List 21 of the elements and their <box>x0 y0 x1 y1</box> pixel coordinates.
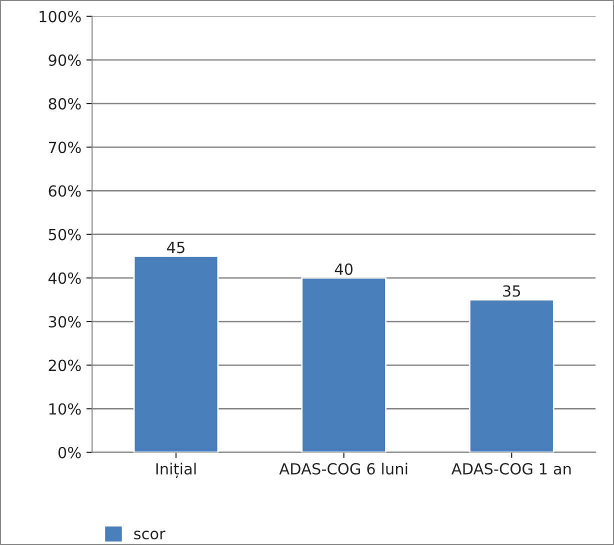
y-tick-label: 90% <box>48 54 81 66</box>
x-tick-label: ADAS-COG 6 luni <box>279 462 408 475</box>
data-label: 40 <box>334 263 353 275</box>
y-tick-label: 100% <box>40 10 81 22</box>
data-label: 45 <box>167 242 184 254</box>
y-tick-label: 60% <box>48 185 81 197</box>
y-tick-label: 50% <box>48 228 81 240</box>
y-tick-label: 20% <box>48 360 81 372</box>
legend-label: scor <box>134 530 166 540</box>
x-tick-label: ADAS-COG 1 an <box>451 463 571 475</box>
y-tick-label: 0% <box>58 446 81 458</box>
data-label: 35 <box>503 285 520 297</box>
x-tick-label: Inițial <box>156 462 196 478</box>
y-tick-label: 30% <box>48 316 81 328</box>
y-tick-label: 10% <box>49 403 81 415</box>
bar <box>301 277 386 452</box>
y-tick-label: 80% <box>48 98 81 110</box>
bar <box>133 255 219 452</box>
bar <box>469 299 554 452</box>
y-tick-label: 40% <box>48 272 81 284</box>
y-tick-label: 70% <box>48 142 81 154</box>
